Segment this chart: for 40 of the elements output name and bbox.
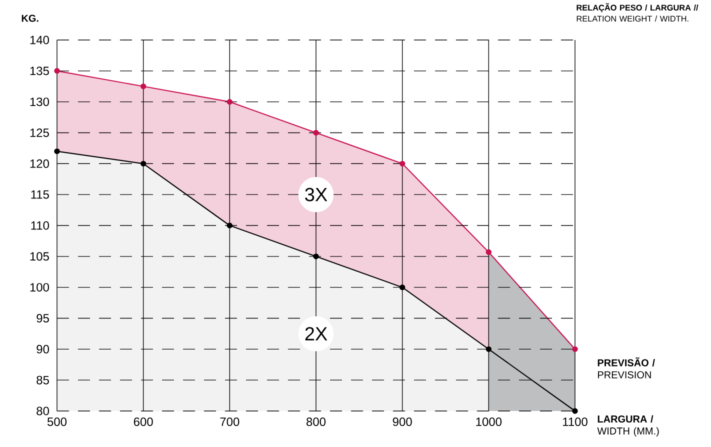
band-label: PREVISÃO / PREVISION [598, 357, 655, 378]
y-tick-label: 105 [30, 252, 49, 261]
text: RELAÇÃO PESO / LARGURA // RELATION WEIGHT / WIDTH. [576, 3, 698, 22]
point [313, 254, 319, 260]
y-tick-label: 100 [30, 283, 49, 292]
x-tick-label: 1100 [563, 418, 588, 426]
point [572, 346, 578, 352]
x-tick-label: 800 [306, 418, 326, 426]
x-tick-label: 1000 [476, 418, 502, 426]
point [226, 222, 233, 228]
x-tick-label: 700 [220, 418, 240, 426]
point [572, 408, 578, 414]
y-tick-label: 135 [30, 66, 49, 76]
y-tick-label: 110 [31, 221, 50, 230]
y-tick-label: 140 [30, 36, 49, 44]
point [399, 160, 406, 167]
point [226, 98, 233, 105]
point [486, 346, 492, 352]
y-tick-label: 95 [36, 314, 49, 322]
point [399, 284, 406, 290]
point [140, 160, 146, 167]
point [486, 249, 492, 255]
y-tick-label: 85 [36, 376, 49, 384]
x-tick-label: 900 [392, 418, 412, 426]
point [54, 68, 60, 74]
x-axis-title: LARGURA / WIDTH (MM.) [597, 415, 659, 437]
x-tick-label: 500 [47, 418, 67, 426]
y-tick-label: 120 [30, 159, 49, 168]
y-tick-label: 115 [31, 190, 49, 199]
y-tick-label: 90 [36, 344, 50, 354]
point [140, 84, 146, 90]
series-label: 2X [305, 327, 328, 340]
y-tick-label: 80 [36, 406, 50, 416]
point [313, 130, 319, 136]
y-tick-label: 125 [30, 128, 49, 137]
y-axis-title: KG. [22, 14, 38, 22]
x-tick-label: 600 [134, 418, 153, 426]
y-tick-label: 130 [30, 98, 49, 106]
point [54, 148, 60, 154]
series-label: 3X [305, 188, 328, 202]
